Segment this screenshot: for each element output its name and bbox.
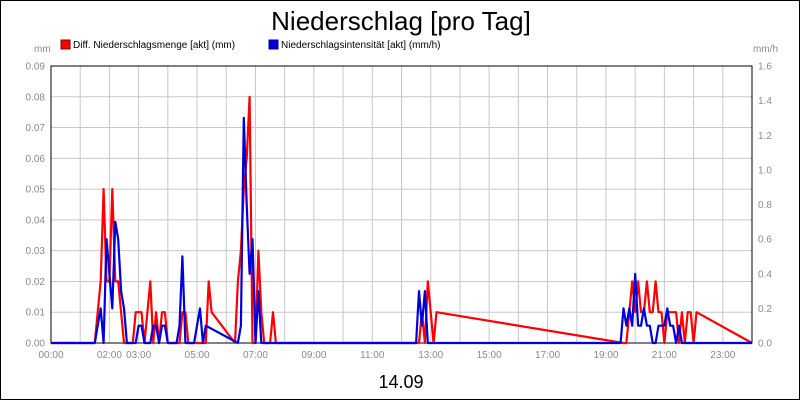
y-left-tick-label: 0.07 [26,123,46,134]
legend: Diff. Niederschlagsmenge [akt] (mm) Nied… [60,39,441,51]
y-right-tick-label: 1.2 [758,131,772,142]
x-tick-label: 19:00 [593,350,618,361]
y-left-tick-label: 0.03 [26,246,46,257]
x-tick-label: 13:00 [418,350,443,361]
series-line-intensity [51,116,752,345]
x-tick-label: 07:00 [243,350,268,361]
x-tick-label: 21:00 [652,350,677,361]
y-left-tick-label: 0.09 [26,62,46,73]
x-tick-label: 09:00 [301,350,326,361]
chart-title: Niederschlag [pro Tag] [271,6,531,36]
y-right-tick-label: 0.6 [758,235,772,246]
date-label: 14.09 [378,372,423,392]
x-tick-label: 23:00 [710,350,735,361]
y-right-tick-label: 0.0 [758,339,772,350]
y-left-tick-label: 0.08 [26,92,46,103]
y-right-tick-label: 1.6 [758,62,772,73]
x-tick-label: 15:00 [477,350,502,361]
left-axis-unit: mm [34,44,51,55]
y-right-tick-label: 0.8 [758,200,772,211]
plot-area: 0.00 0.01 0.02 0.03 0.04 0.05 0.06 0.07 0.08 0.09… [26,62,773,362]
y-right-tick-label: 1.0 [758,165,772,176]
legend-swatch-intensity [268,39,279,50]
y-left-tick-label: 0.00 [26,339,46,350]
legend-label-intensity: Niederschlagsintensität [akt] (mm/h) [281,40,441,51]
x-tick-label: 00:00 [38,350,63,361]
y-right-tick-label: 0.4 [758,269,772,280]
legend-label-amount: Diff. Niederschlagsmenge [akt] (mm) [73,40,235,51]
x-tick-label: 11:00 [360,350,385,361]
y-left-tick-label: 0.05 [26,185,46,196]
y-left-tick-label: 0.01 [26,308,46,319]
right-axis-unit: mm/h [753,44,778,55]
y-right-tick-label: 1.4 [758,96,772,107]
legend-swatch-amount [60,39,71,50]
x-tick-label: 05:00 [185,350,210,361]
x-tick-label: 17:00 [535,350,560,361]
y-left-tick-label: 0.04 [26,215,46,226]
y-right-tick-label: 0.2 [758,304,772,315]
x-tick-label: 02:00 [97,350,122,361]
y-left-tick-label: 0.06 [26,154,46,165]
y-left-tick-label: 0.02 [26,277,46,288]
series-line-amount [51,95,753,345]
x-tick-label: 03:00 [126,350,151,361]
